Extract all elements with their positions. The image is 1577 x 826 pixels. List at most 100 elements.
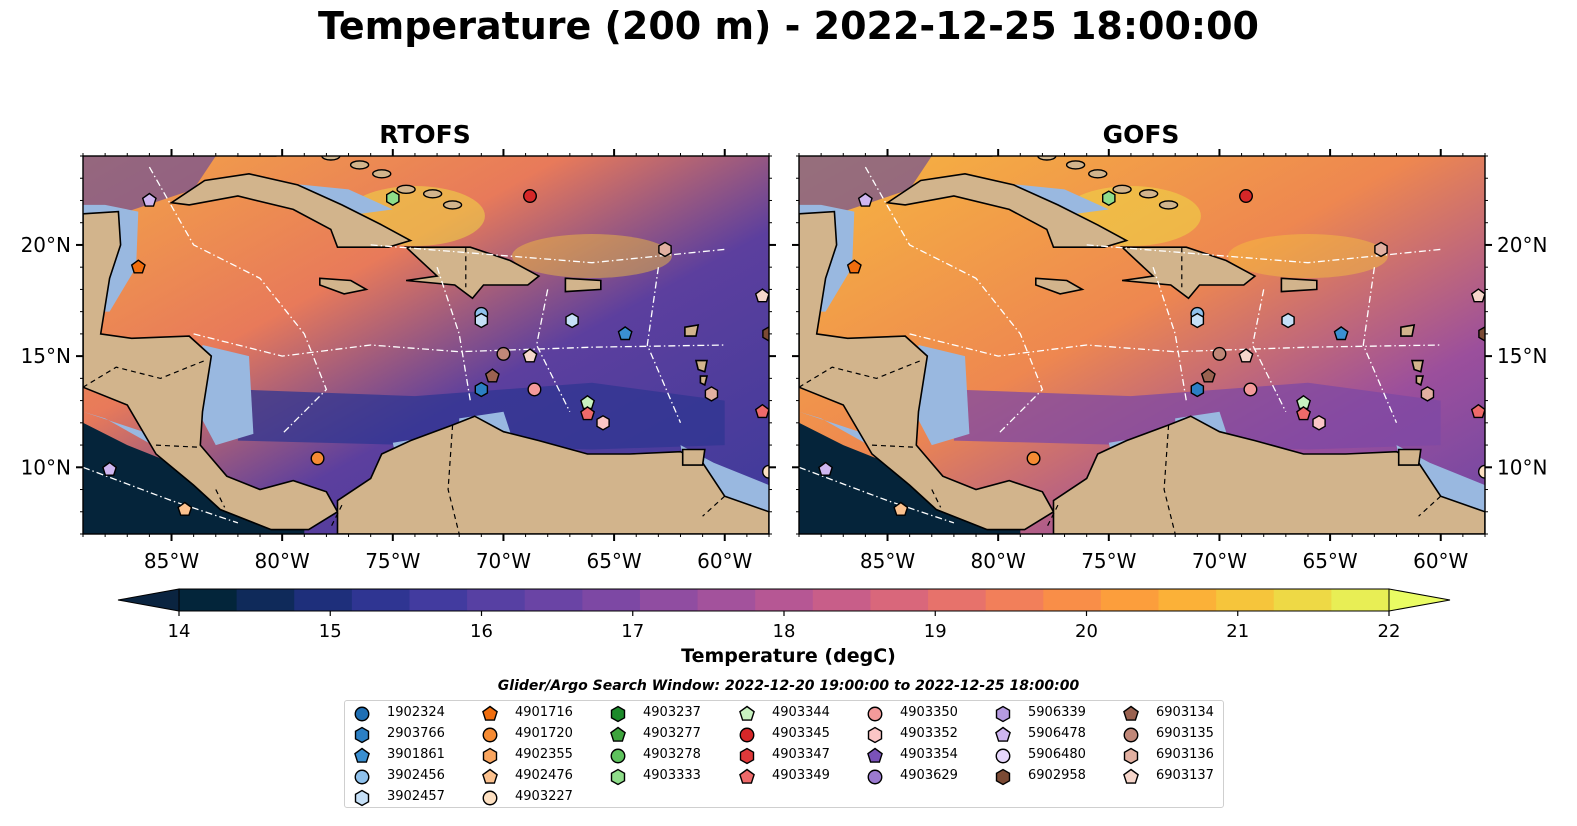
legend-label: 6903137 — [1156, 768, 1214, 783]
legend-label: 4903349 — [772, 768, 830, 783]
legend-marker-shape — [610, 705, 626, 723]
legend-marker-hexagon — [610, 768, 626, 786]
land-mass — [699, 375, 709, 387]
island — [442, 200, 463, 210]
float-marker-6903136 — [658, 241, 672, 258]
float-marker-4903349 — [580, 406, 596, 421]
land-mass — [952, 156, 993, 157]
legend-label: 6903136 — [1156, 747, 1214, 762]
legend-marker-hexagon — [610, 705, 626, 723]
legend-marker-hexagon — [867, 726, 883, 744]
national-border — [1046, 504, 1059, 528]
colorbar-bin — [582, 589, 641, 611]
float-marker-3901861 — [617, 326, 633, 341]
legend-marker-pentagon — [354, 747, 370, 763]
legend-label: 4903237 — [643, 705, 701, 720]
legend-label: 4902355 — [515, 747, 573, 762]
island — [1088, 169, 1108, 179]
float-marker-6902958 — [1478, 326, 1485, 342]
float-marker-6903137 — [522, 348, 538, 363]
land-mass — [1397, 448, 1422, 466]
x-tick-label: 70°W — [476, 549, 531, 573]
legend-marker-hexagon — [482, 747, 498, 765]
legend-marker-shape — [482, 727, 498, 743]
colorbar-tick-label: 20 — [1075, 621, 1098, 642]
eez-boundary — [1251, 289, 1287, 412]
legend-label: 2903766 — [387, 726, 445, 741]
land-mass — [564, 277, 602, 293]
float-marker-4901720 — [310, 451, 325, 466]
float-marker-4903345 — [523, 189, 538, 204]
legend-label: 4903278 — [643, 747, 701, 762]
x-tick-label: 75°W — [1081, 549, 1136, 573]
x-tick-label: 60°W — [697, 549, 752, 573]
float-marker-6903136 — [704, 386, 719, 402]
search-window-text: Glider/Argo Search Window: 2022-12-20 19… — [497, 678, 1080, 694]
float-marker-4902476 — [893, 501, 909, 516]
colorbar-bin — [524, 589, 583, 611]
float-marker-6903137 — [1238, 348, 1254, 363]
x-tick-label: 60°W — [1413, 549, 1468, 573]
colorbar-bin — [928, 589, 987, 611]
warm-patch — [1227, 234, 1388, 279]
national-border — [330, 504, 343, 528]
eez-boundary — [799, 466, 955, 524]
legend-label: 4903277 — [643, 726, 701, 741]
legend-label: 4903352 — [900, 726, 958, 741]
x-tick-label: 65°W — [1302, 549, 1357, 573]
eez-boundary — [83, 466, 239, 524]
colorbar-bin — [1331, 589, 1390, 611]
colorbar-tick-label: 16 — [470, 621, 493, 642]
colorbar-bin — [870, 589, 929, 611]
legend-label: 4903345 — [772, 726, 830, 741]
legend-marker-shape — [482, 705, 498, 721]
legend-marker-shape — [1123, 705, 1139, 721]
legend-label: 6903135 — [1156, 726, 1214, 741]
y-tick-label: 15°N — [1497, 344, 1547, 368]
float-marker-5906478 — [141, 192, 157, 207]
land-mass — [169, 172, 413, 248]
land-mass — [885, 172, 1129, 248]
eez-boundary — [1086, 244, 1441, 264]
float-marker-6903137 — [1470, 288, 1485, 303]
float-marker-4903349 — [1296, 406, 1312, 421]
x-tick-label: 80°W — [255, 549, 310, 573]
legend-marker-pentagon — [482, 705, 498, 721]
float-legend: 1902324 2903766 3901861 3902456 3902457 49017… — [344, 700, 1224, 808]
float-marker-5906478 — [102, 461, 118, 476]
colorbar-tick-label: 15 — [319, 621, 342, 642]
island — [1138, 189, 1159, 199]
legend-marker-shape — [482, 768, 498, 784]
national-border — [447, 424, 460, 534]
land-mass — [1280, 277, 1318, 293]
legend-label: 4902476 — [515, 768, 573, 783]
float-marker-3902457 — [565, 312, 579, 329]
map-frame — [82, 155, 770, 535]
land-mass — [83, 210, 339, 531]
eez-boundary — [370, 244, 725, 264]
y-tick-label: 20°N — [1497, 233, 1547, 257]
legend-marker-circle — [1123, 727, 1139, 743]
colorbar-bin — [351, 589, 411, 611]
legend-marker-circle — [354, 769, 370, 785]
colorbar-bin — [179, 589, 238, 611]
legend-marker-shape — [739, 768, 755, 784]
shelf-water — [198, 345, 254, 446]
legend-marker-circle — [354, 706, 370, 722]
land-mass — [1410, 359, 1424, 373]
float-marker-4901720 — [1026, 451, 1041, 466]
legend-marker-pentagon — [1123, 705, 1139, 721]
float-marker-6902958 — [762, 326, 769, 342]
legend-marker-hexagon — [995, 768, 1011, 786]
colorbar-bin — [812, 589, 872, 611]
legend-marker-shape — [995, 726, 1011, 742]
island — [396, 184, 416, 195]
float-marker-4902476 — [177, 501, 193, 516]
national-border — [931, 489, 942, 508]
legend-marker-shape — [739, 705, 755, 721]
legend-label: 1902324 — [387, 705, 445, 720]
colorbar-extend-low — [117, 588, 180, 612]
x-tick-label: 85°W — [144, 549, 199, 573]
legend-marker-pentagon — [1123, 768, 1139, 784]
legend-marker-hexagon — [354, 726, 370, 744]
